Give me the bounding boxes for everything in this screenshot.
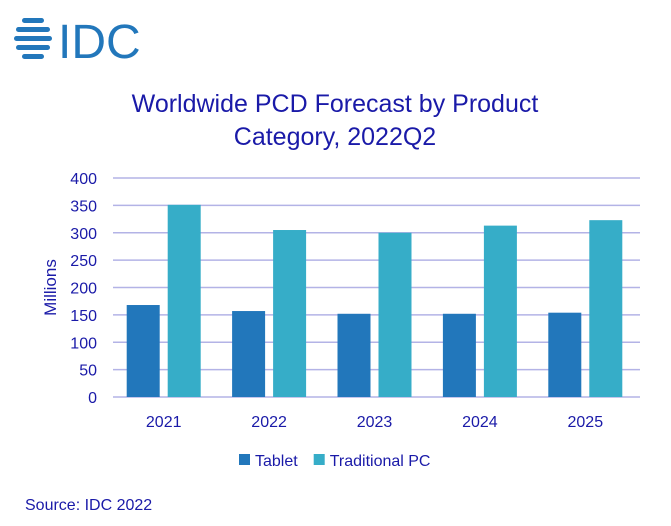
legend-label: Tablet — [255, 453, 298, 470]
idc-logo: IDC — [14, 16, 141, 62]
legend-swatch — [313, 454, 325, 465]
y-tick-label: 400 — [70, 171, 97, 188]
legend-swatch — [239, 454, 250, 465]
bar-traditional-pc-2025 — [589, 220, 623, 397]
y-tick-label: 300 — [70, 226, 97, 243]
y-tick-label: 100 — [70, 335, 97, 352]
bar-tablet-2023 — [337, 313, 371, 397]
bar-tablet-2024 — [442, 313, 476, 397]
source-note: Source: IDC 2022 — [25, 497, 153, 514]
bar-traditional-pc-2024 — [483, 225, 517, 397]
svg-text:IDC: IDC — [58, 16, 141, 62]
y-tick-label: 150 — [70, 308, 97, 325]
chart-title: Worldwide PCD Forecast by Product Catego… — [131, 90, 539, 151]
x-tick-label: 2024 — [462, 414, 498, 431]
x-tick-label: 2021 — [146, 414, 182, 431]
y-tick-label: 0 — [88, 390, 97, 407]
y-tick-label: 350 — [70, 198, 97, 215]
bar-traditional-pc-2021 — [167, 204, 201, 397]
x-tick-label: 2025 — [568, 414, 604, 431]
x-tick-label: 2023 — [357, 414, 393, 431]
legend-label: Traditional PC — [330, 453, 431, 470]
bar-tablet-2025 — [548, 312, 582, 397]
bar-traditional-pc-2023 — [378, 232, 412, 397]
y-axis-label: Millions — [41, 259, 60, 316]
bar-tablet-2022 — [232, 311, 266, 397]
y-tick-label: 50 — [79, 363, 97, 380]
y-tick-label: 200 — [70, 281, 97, 298]
bar-traditional-pc-2022 — [273, 230, 307, 397]
y-tick-label: 250 — [70, 253, 97, 270]
bar-tablet-2021 — [126, 305, 160, 397]
x-tick-label: 2022 — [251, 414, 287, 431]
